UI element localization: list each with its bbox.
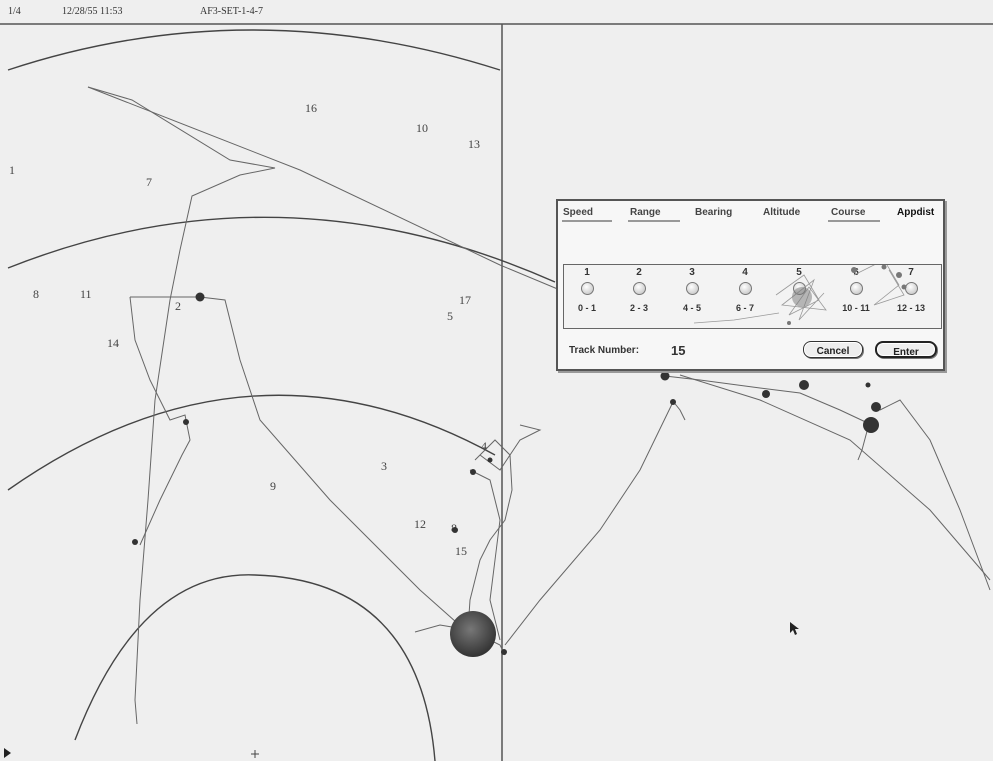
track-label: 15 bbox=[455, 544, 467, 558]
aircraft-marker[interactable] bbox=[183, 419, 189, 425]
track-label: 14 bbox=[107, 336, 119, 350]
track-label: 2 bbox=[175, 299, 181, 313]
range-ring-2 bbox=[7, 394, 496, 491]
date-time: 12/28/55 11:53 bbox=[62, 6, 123, 17]
track-label: 16 bbox=[305, 101, 317, 115]
track-number-input[interactable] bbox=[671, 342, 701, 358]
track-label: 4 bbox=[481, 439, 487, 453]
aircraft-marker[interactable] bbox=[132, 539, 138, 545]
cancel-button[interactable]: Cancel bbox=[803, 341, 863, 358]
page-indicator: 1/4 bbox=[8, 6, 21, 17]
aircraft-marker[interactable] bbox=[452, 527, 458, 533]
rank-selector: 1 0 - 1 2 2 - 3 3 4 - 5 4 6 - 7 5 6 10 - bbox=[563, 264, 942, 329]
tab-bearing[interactable]: Bearing bbox=[695, 207, 733, 218]
selected-target-marker[interactable] bbox=[450, 611, 496, 657]
rank-number: 3 bbox=[689, 267, 695, 278]
rank-number: 6 bbox=[853, 267, 859, 278]
track-trails bbox=[87, 86, 991, 725]
track-label: 12 bbox=[414, 517, 426, 531]
rank-number: 2 bbox=[636, 267, 642, 278]
track-labels: 16 10 13 1 7 8 11 14 2 17 5 3 9 12 8 15 … bbox=[9, 101, 487, 558]
rank-radio[interactable] bbox=[633, 282, 646, 295]
rank-radio[interactable] bbox=[850, 282, 863, 295]
tab-appdist[interactable]: Appdist bbox=[897, 207, 935, 218]
scope-center-mark bbox=[251, 750, 259, 758]
tab-altitude[interactable]: Altitude bbox=[763, 207, 801, 218]
ranking-dialog: Speed Range Bearing Altitude Course Appd… bbox=[556, 199, 945, 371]
rank-radio[interactable] bbox=[905, 282, 918, 295]
attribute-tabs: Speed Range Bearing Altitude Course Appd… bbox=[558, 201, 943, 225]
track-label: 17 bbox=[459, 293, 471, 307]
range-ring-3 bbox=[7, 216, 556, 283]
mouse-cursor-icon bbox=[790, 622, 799, 635]
rank-number: 1 bbox=[584, 267, 590, 278]
rank-number: 4 bbox=[742, 267, 748, 278]
track-label: 9 bbox=[270, 479, 276, 493]
corner-arrow-icon bbox=[4, 748, 11, 758]
enter-button[interactable]: Enter bbox=[875, 341, 937, 358]
track-label: 10 bbox=[416, 121, 428, 135]
aircraft-marker[interactable] bbox=[470, 469, 476, 475]
range-ring-4 bbox=[7, 29, 501, 71]
track-label: 5 bbox=[447, 309, 453, 323]
track-label: 11 bbox=[80, 287, 92, 301]
rank-radio[interactable] bbox=[686, 282, 699, 295]
aircraft-marker[interactable] bbox=[865, 382, 871, 388]
rank-range: 4 - 5 bbox=[682, 303, 701, 313]
aircraft-marker[interactable] bbox=[871, 402, 881, 412]
rank-range: 0 - 1 bbox=[577, 303, 596, 313]
tab-underline bbox=[562, 220, 612, 222]
track-label: 13 bbox=[468, 137, 480, 151]
track-label: 8 bbox=[33, 287, 39, 301]
aircraft-marker[interactable] bbox=[195, 292, 205, 302]
aircraft-marker[interactable] bbox=[799, 380, 809, 390]
track-number-label: Track Number: bbox=[569, 345, 640, 356]
tab-course[interactable]: Course bbox=[831, 207, 866, 218]
aircraft-marker[interactable] bbox=[863, 417, 879, 433]
tab-speed[interactable]: Speed bbox=[563, 207, 594, 218]
track-number-row: Track Number: Cancel Enter bbox=[563, 338, 940, 364]
rank-number: 7 bbox=[908, 267, 914, 278]
rank-radio[interactable] bbox=[793, 282, 806, 295]
aircraft-marker[interactable] bbox=[501, 649, 507, 655]
range-ring-1 bbox=[74, 574, 436, 761]
rank-range: 2 - 3 bbox=[629, 303, 648, 313]
tab-underline bbox=[828, 220, 880, 222]
track-label: 1 bbox=[9, 163, 15, 177]
range-rings bbox=[7, 29, 556, 761]
rank-number: 5 bbox=[796, 267, 802, 278]
tab-underline bbox=[628, 220, 680, 222]
rank-radio[interactable] bbox=[581, 282, 594, 295]
tab-range[interactable]: Range bbox=[630, 207, 661, 218]
session-id: AF3-SET-1-4-7 bbox=[200, 6, 263, 17]
aircraft-marker[interactable] bbox=[762, 390, 770, 398]
aircraft-marker[interactable] bbox=[670, 399, 676, 405]
rank-range: 12 - 13 bbox=[896, 303, 926, 313]
track-label: 7 bbox=[146, 175, 152, 189]
aircraft-marker[interactable] bbox=[487, 457, 493, 463]
rank-range: 6 - 7 bbox=[735, 303, 754, 313]
status-bar: 1/4 12/28/55 11:53 AF3-SET-1-4-7 bbox=[0, 0, 993, 24]
rank-radio[interactable] bbox=[739, 282, 752, 295]
rank-range: 10 - 11 bbox=[842, 303, 870, 313]
aircraft-marker[interactable] bbox=[660, 371, 670, 381]
track-label: 3 bbox=[381, 459, 387, 473]
